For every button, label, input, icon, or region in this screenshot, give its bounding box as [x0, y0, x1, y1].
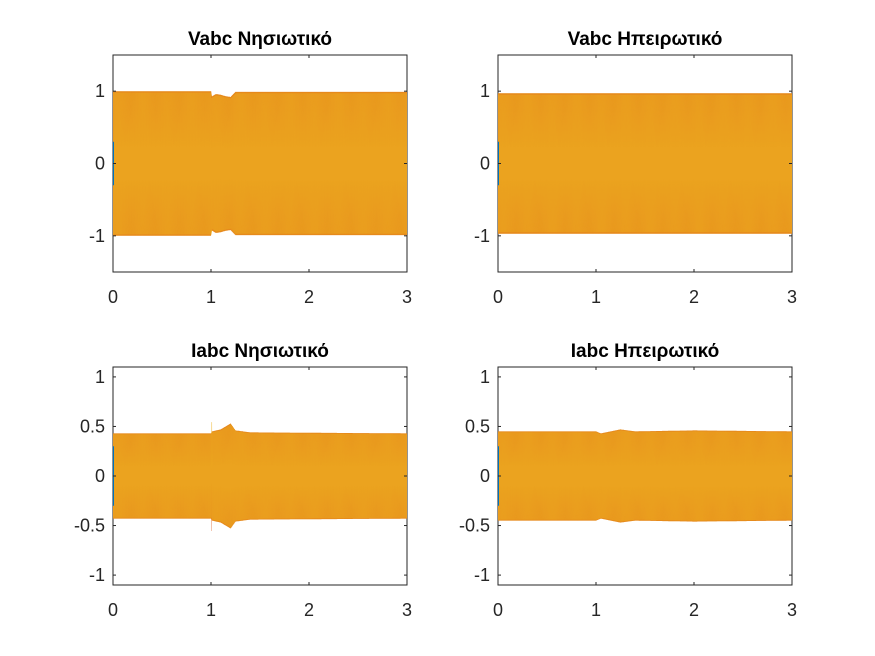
x-tick-label: 1 [206, 600, 216, 620]
phase-c-line [113, 422, 407, 528]
y-tick-label: 1 [95, 367, 105, 387]
x-tick-label: 3 [787, 287, 797, 307]
y-tick-label: 0 [480, 466, 490, 486]
plot-area [113, 422, 407, 532]
subplot-title: Iabc Ηπειρωτικό [571, 341, 719, 362]
y-tick-label: -1 [89, 565, 105, 585]
y-tick-label: 1 [480, 81, 490, 101]
x-tick-label: 3 [402, 287, 412, 307]
plot-area [498, 429, 792, 523]
x-tick-label: 1 [591, 600, 601, 620]
x-tick-label: 1 [206, 287, 216, 307]
subplot-iabc-mainland: 0 1 2 3 -1 -0.5 0 0.5 1 Iabc Ηπειρωτικό [459, 341, 797, 620]
x-tick-label: 2 [689, 600, 699, 620]
y-tick-label: 0.5 [80, 416, 105, 436]
phase-b-line [113, 91, 407, 236]
plot-area [498, 93, 792, 234]
subplot-vabc-mainland: 0 1 2 3 -1 0 1 Vabc Ηπειρωτικό [474, 29, 797, 307]
x-tick-label: 2 [304, 287, 314, 307]
phase-b-line [498, 429, 792, 523]
y-tick-label: -1 [474, 565, 490, 585]
subplot-title: Iabc Νησιωτικό [191, 341, 329, 362]
phase-c-line [498, 430, 792, 522]
x-tick-label: 3 [402, 600, 412, 620]
phase-b-line [113, 423, 407, 532]
y-tick-label: 0 [480, 154, 490, 174]
y-tick-label: 0.5 [465, 416, 490, 436]
subplot-title: Vabc Ηπειρωτικό [568, 29, 723, 50]
y-tick-label: -1 [89, 226, 105, 246]
phase-c-line [498, 94, 792, 233]
x-tick-label: 2 [304, 600, 314, 620]
x-tick-label: 0 [108, 600, 118, 620]
x-tick-label: 3 [787, 600, 797, 620]
y-tick-label: -0.5 [459, 516, 490, 536]
subplot-iabc-island: 0 1 2 3 -1 -0.5 0 0.5 1 Iabc Νησιωτικό [74, 341, 412, 620]
y-tick-label: -0.5 [74, 516, 105, 536]
x-tick-label: 0 [493, 287, 503, 307]
subplot-title: Vabc Νησιωτικό [188, 29, 332, 50]
y-tick-label: 0 [95, 154, 105, 174]
y-tick-label: 1 [480, 367, 490, 387]
x-tick-label: 1 [591, 287, 601, 307]
y-tick-label: 0 [95, 466, 105, 486]
x-tick-label: 0 [493, 600, 503, 620]
y-tick-label: -1 [474, 226, 490, 246]
subplot-vabc-island: 0 1 2 3 -1 0 1 Vabc Νησιωτικό [89, 29, 412, 307]
y-tick-label: 1 [95, 81, 105, 101]
plot-area [113, 91, 407, 236]
phase-b-line [498, 93, 792, 234]
x-tick-label: 0 [108, 287, 118, 307]
x-tick-label: 2 [689, 287, 699, 307]
phase-c-line [113, 92, 407, 235]
